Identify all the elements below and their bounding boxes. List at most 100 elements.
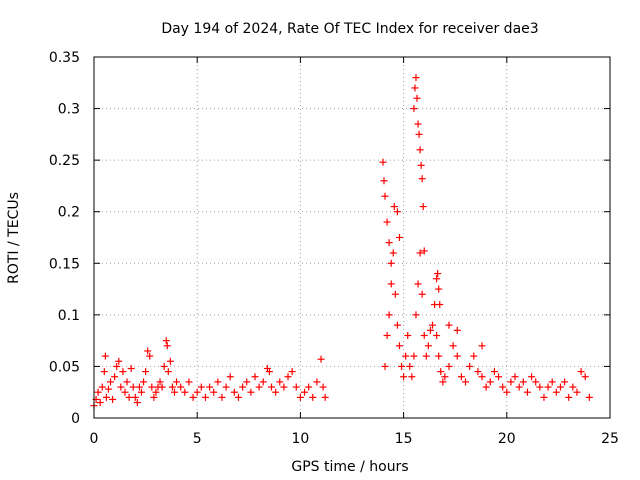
data-point: [420, 247, 428, 255]
data-point: [478, 373, 486, 381]
data-point: [101, 352, 109, 360]
data-point: [96, 399, 104, 407]
data-point: [239, 383, 247, 391]
data-point: [511, 373, 519, 381]
data-point: [226, 373, 234, 381]
data-point: [218, 393, 226, 401]
data-point: [317, 355, 325, 363]
data-point: [251, 373, 259, 381]
data-point: [585, 393, 593, 401]
y-tick-label: 0.1: [58, 308, 80, 324]
data-point: [210, 388, 218, 396]
data-point: [222, 383, 230, 391]
data-point: [385, 239, 393, 247]
data-point: [150, 393, 158, 401]
data-point: [144, 347, 152, 355]
y-axis-label: ROTI / TECUs: [6, 192, 22, 284]
data-point: [104, 385, 112, 393]
data-point: [111, 373, 119, 381]
y-tick-label: 0.25: [49, 153, 80, 169]
data-point: [319, 383, 327, 391]
data-point: [189, 393, 197, 401]
data-point: [490, 368, 498, 376]
data-point: [133, 399, 141, 407]
x-axis-label: GPS time / hours: [291, 459, 408, 475]
x-tick-label: 15: [395, 431, 413, 447]
axes: 0 5 10 15 20 25 0 0.05 0.1 0.15 0.2 0.25 0.3 0.35: [49, 50, 619, 447]
data-point: [387, 259, 395, 267]
data-point: [131, 393, 139, 401]
data-point: [528, 373, 536, 381]
data-point: [137, 388, 145, 396]
data-point: [163, 342, 171, 350]
data-point: [462, 378, 470, 386]
data-point: [418, 175, 426, 183]
data-point: [414, 120, 422, 128]
x-tick-label: 10: [291, 431, 309, 447]
data-point: [422, 352, 430, 360]
data-point: [495, 373, 503, 381]
data-point: [379, 158, 387, 166]
data-point: [466, 362, 474, 370]
y-tick-label: 0.2: [58, 205, 80, 221]
y-tick-label: 0.15: [49, 256, 80, 272]
data-point: [119, 368, 127, 376]
data-point: [393, 208, 401, 216]
data-point: [433, 275, 441, 283]
data-point: [515, 383, 523, 391]
data-point: [393, 321, 401, 329]
data-point: [435, 285, 443, 293]
data-point: [420, 331, 428, 339]
data-point: [416, 249, 424, 257]
data-point: [428, 321, 436, 329]
data-point: [556, 383, 564, 391]
data-point: [411, 84, 419, 92]
data-point: [398, 362, 406, 370]
data-point: [162, 337, 170, 345]
data-point: [107, 378, 115, 386]
data-point: [265, 368, 273, 376]
data-point: [418, 290, 426, 298]
data-point: [140, 378, 148, 386]
data-point: [536, 383, 544, 391]
data-point: [381, 192, 389, 200]
data-point: [437, 368, 445, 376]
data-point: [470, 352, 478, 360]
data-point: [457, 373, 465, 381]
data-point: [156, 378, 164, 386]
data-point: [581, 373, 589, 381]
data-point: [445, 321, 453, 329]
data-point: [230, 388, 238, 396]
data-point: [426, 326, 434, 334]
data-point: [419, 203, 427, 211]
data-point: [410, 352, 418, 360]
data-point: [406, 362, 414, 370]
data-point: [435, 352, 443, 360]
data-point: [417, 161, 425, 169]
data-point: [402, 352, 410, 360]
x-tick-label: 25: [601, 431, 619, 447]
data-point: [160, 362, 168, 370]
data-point: [416, 146, 424, 154]
data-point: [410, 105, 418, 113]
data-point: [436, 301, 444, 309]
data-point: [439, 378, 447, 386]
data-point: [453, 352, 461, 360]
data-point: [573, 388, 581, 396]
data-point: [243, 378, 251, 386]
data-point: [424, 342, 432, 350]
x-tick-label: 20: [498, 431, 516, 447]
data-point: [288, 368, 296, 376]
data-point: [201, 393, 209, 401]
data-point: [135, 383, 143, 391]
data-point: [486, 378, 494, 386]
data-point: [280, 383, 288, 391]
data-point: [214, 378, 222, 386]
data-point: [247, 388, 255, 396]
data-point: [561, 378, 569, 386]
data-point: [523, 388, 531, 396]
data-point: [206, 383, 214, 391]
data-point: [127, 364, 135, 372]
data-point: [170, 388, 178, 396]
data-point: [383, 331, 391, 339]
